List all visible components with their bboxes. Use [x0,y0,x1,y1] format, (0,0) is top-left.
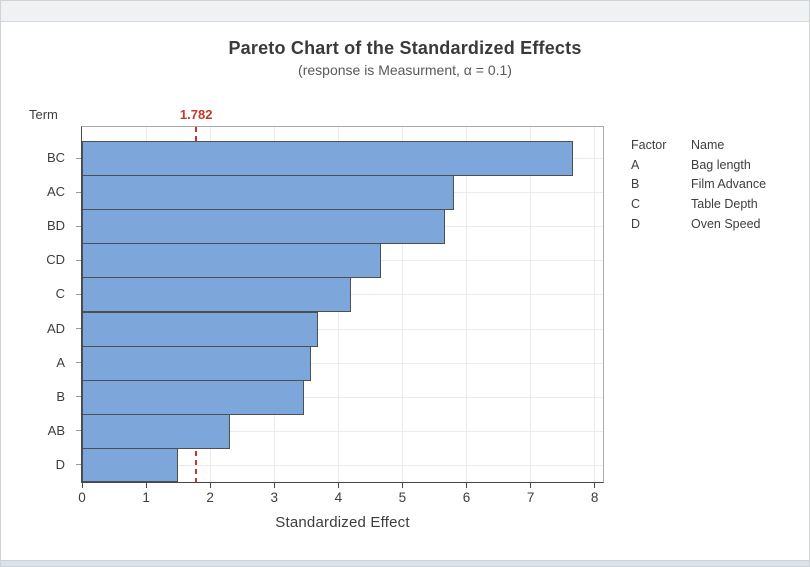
x-axis-tick [594,483,596,488]
legend-name-cell: Table Depth [691,197,758,212]
x-axis-tick [209,483,211,488]
bar-AB [82,413,231,449]
legend-name-cell: Film Advance [691,177,767,192]
bar-A [82,345,311,381]
bar-AD [82,311,319,347]
gridline-vertical [466,127,467,482]
y-category-label: BD [46,218,65,234]
y-axis-tick [76,464,81,466]
y-category-label: CD [46,252,65,268]
x-tick-label: 3 [270,490,279,505]
gridline-horizontal [82,430,603,432]
x-tick-label: 2 [206,490,214,505]
y-axis-tick [76,396,81,398]
chart-subtitle: (response is Measurment, α = 0.1) [298,62,512,78]
y-category-label: B [56,388,65,404]
x-axis-tick [81,483,83,488]
x-axis-tick [466,483,467,488]
y-category-label: BC [46,150,65,166]
legend-header-name: Name [691,138,725,152]
y-category-label: AC [46,184,65,200]
gridline-horizontal [82,362,603,364]
bar-BD [82,209,446,245]
x-tick-label: 5 [398,490,407,505]
y-axis-tick [76,191,81,193]
y-category-label: A [56,354,65,370]
bar-B [82,379,304,415]
bar-C [82,277,352,313]
legend-factor-cell: D [631,216,641,231]
x-tick-label: 7 [526,490,535,505]
bar-BC [82,141,573,177]
y-axis-tick [76,293,81,295]
legend-name-cell: Oven Speed [691,216,761,231]
y-axis-tick [76,328,81,330]
y-category-label: AD [46,320,65,336]
y-category-label: C [55,286,65,302]
chart-title: Pareto Chart of the Standardized Effects [228,38,582,58]
x-tick-label: 4 [334,490,343,505]
gridline-vertical [530,127,532,482]
legend-factor-cell: C [631,197,641,212]
legend-header-factor: Factor [631,138,667,152]
x-tick-label: 6 [462,490,471,505]
x-axis-tick [401,483,403,488]
y-axis-tick [76,362,81,364]
x-axis-tick [530,483,532,488]
x-axis-tick [273,483,275,488]
factor-legend-table: Factor Name A Bag length B Film Advance C Tab… [631,136,766,235]
x-axis-tick [337,483,339,488]
y-axis-tick [76,157,81,159]
y-axis-tick [76,259,81,261]
bar-D [82,447,179,482]
x-axis-tick [145,483,147,488]
window-bottom-strip [1,560,809,566]
gridline-vertical [401,127,403,482]
x-axis-title: Standardized Effect [275,514,410,531]
gridline-vertical [594,127,596,482]
factor-legend: Factor Name A Bag length B Film Advance C Tab… [631,136,766,235]
gridline-horizontal [82,464,603,466]
x-tick-label: 0 [78,490,86,505]
y-axis-tick [76,225,81,227]
window-top-strip [1,1,809,22]
y-axis-tick [76,430,81,432]
y-category-label: D [55,456,65,472]
y-category-label: AB [47,422,65,438]
plot-area [81,126,604,483]
legend-factor-cell: A [631,157,640,172]
reference-line-label: 1.782 [179,107,213,122]
x-tick-label: 8 [590,490,599,505]
bar-CD [82,243,382,279]
y-axis-title: Term [29,107,58,122]
bar-AC [82,175,454,211]
x-tick-label: 1 [142,490,150,505]
legend-factor-cell: B [631,177,640,192]
legend-name-cell: Bag length [691,157,751,172]
gridline-horizontal [82,328,603,330]
gridline-horizontal [82,396,603,398]
